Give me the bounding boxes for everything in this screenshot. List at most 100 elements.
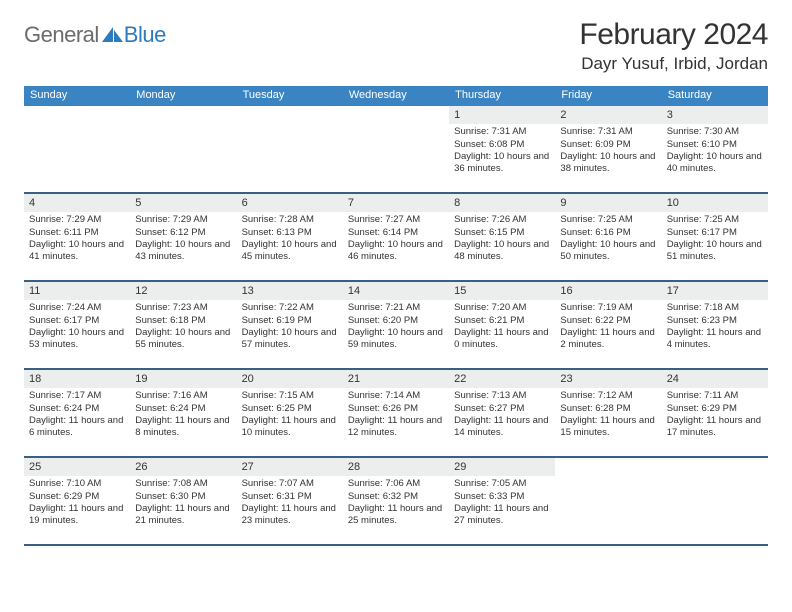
day-details: Sunrise: 7:30 AMSunset: 6:10 PMDaylight:…: [662, 124, 768, 179]
sunrise-text: Sunrise: 7:17 AM: [29, 390, 125, 402]
day-number: 15: [449, 282, 555, 300]
logo-sail-icon: [102, 27, 124, 43]
day-number: 21: [343, 370, 449, 388]
day-cell: 29Sunrise: 7:05 AMSunset: 6:33 PMDayligh…: [449, 458, 555, 544]
sunrise-text: Sunrise: 7:24 AM: [29, 302, 125, 314]
day-number: 13: [237, 282, 343, 300]
week-row: 25Sunrise: 7:10 AMSunset: 6:29 PMDayligh…: [24, 458, 768, 546]
sunrise-text: Sunrise: 7:29 AM: [135, 214, 231, 226]
day-details: Sunrise: 7:31 AMSunset: 6:08 PMDaylight:…: [449, 124, 555, 179]
daylight-text: Daylight: 10 hours and 46 minutes.: [348, 239, 444, 264]
day-details: Sunrise: 7:12 AMSunset: 6:28 PMDaylight:…: [555, 388, 661, 443]
day-cell: 6Sunrise: 7:28 AMSunset: 6:13 PMDaylight…: [237, 194, 343, 280]
day-cell: [555, 458, 661, 544]
day-number: 22: [449, 370, 555, 388]
day-number: 19: [130, 370, 236, 388]
sunset-text: Sunset: 6:13 PM: [242, 227, 338, 239]
daylight-text: Daylight: 11 hours and 0 minutes.: [454, 327, 550, 352]
sunset-text: Sunset: 6:18 PM: [135, 315, 231, 327]
daylight-text: Daylight: 10 hours and 51 minutes.: [667, 239, 763, 264]
sunrise-text: Sunrise: 7:06 AM: [348, 478, 444, 490]
day-cell: 10Sunrise: 7:25 AMSunset: 6:17 PMDayligh…: [662, 194, 768, 280]
day-details: Sunrise: 7:22 AMSunset: 6:19 PMDaylight:…: [237, 300, 343, 355]
day-details: Sunrise: 7:15 AMSunset: 6:25 PMDaylight:…: [237, 388, 343, 443]
day-number: 17: [662, 282, 768, 300]
daylight-text: Daylight: 11 hours and 21 minutes.: [135, 503, 231, 528]
sunrise-text: Sunrise: 7:08 AM: [135, 478, 231, 490]
day-cell: 21Sunrise: 7:14 AMSunset: 6:26 PMDayligh…: [343, 370, 449, 456]
day-number: 25: [24, 458, 130, 476]
day-details: Sunrise: 7:28 AMSunset: 6:13 PMDaylight:…: [237, 212, 343, 267]
daylight-text: Daylight: 11 hours and 10 minutes.: [242, 415, 338, 440]
sunrise-text: Sunrise: 7:22 AM: [242, 302, 338, 314]
sunset-text: Sunset: 6:26 PM: [348, 403, 444, 415]
day-number: 3: [662, 106, 768, 124]
sunrise-text: Sunrise: 7:21 AM: [348, 302, 444, 314]
sunset-text: Sunset: 6:31 PM: [242, 491, 338, 503]
day-number: 27: [237, 458, 343, 476]
day-details: Sunrise: 7:23 AMSunset: 6:18 PMDaylight:…: [130, 300, 236, 355]
sunset-text: Sunset: 6:30 PM: [135, 491, 231, 503]
logo-text-general: General: [24, 22, 99, 48]
day-details: Sunrise: 7:16 AMSunset: 6:24 PMDaylight:…: [130, 388, 236, 443]
day-details: Sunrise: 7:10 AMSunset: 6:29 PMDaylight:…: [24, 476, 130, 531]
sunrise-text: Sunrise: 7:10 AM: [29, 478, 125, 490]
sunset-text: Sunset: 6:15 PM: [454, 227, 550, 239]
daylight-text: Daylight: 11 hours and 25 minutes.: [348, 503, 444, 528]
day-cell: 26 Sunrise: 7:08 AMSunset: 6:30 PMDayligh…: [130, 458, 236, 544]
day-cell: [343, 106, 449, 192]
daylight-text: Daylight: 11 hours and 4 minutes.: [667, 327, 763, 352]
day-cell: 11Sunrise: 7:24 AMSunset: 6:17 PMDayligh…: [24, 282, 130, 368]
day-cell: 15Sunrise: 7:20 AMSunset: 6:21 PMDayligh…: [449, 282, 555, 368]
day-cell: 7Sunrise: 7:27 AMSunset: 6:14 PMDaylight…: [343, 194, 449, 280]
day-cell: 2Sunrise: 7:31 AMSunset: 6:09 PMDaylight…: [555, 106, 661, 192]
daylight-text: Daylight: 10 hours and 50 minutes.: [560, 239, 656, 264]
day-header-tuesday: Tuesday: [237, 86, 343, 106]
day-cell: 16Sunrise: 7:19 AMSunset: 6:22 PMDayligh…: [555, 282, 661, 368]
day-header-monday: Monday: [130, 86, 236, 106]
day-details: Sunrise: 7:18 AMSunset: 6:23 PMDaylight:…: [662, 300, 768, 355]
daylight-text: Daylight: 10 hours and 40 minutes.: [667, 151, 763, 176]
location-subtitle: Dayr Yusuf, Irbid, Jordan: [579, 54, 768, 74]
day-cell: [662, 458, 768, 544]
sunset-text: Sunset: 6:24 PM: [29, 403, 125, 415]
sunset-text: Sunset: 6:33 PM: [454, 491, 550, 503]
day-cell: 13Sunrise: 7:22 AMSunset: 6:19 PMDayligh…: [237, 282, 343, 368]
day-number: 12: [130, 282, 236, 300]
day-number: 24: [662, 370, 768, 388]
daylight-text: Daylight: 10 hours and 36 minutes.: [454, 151, 550, 176]
sunset-text: Sunset: 6:14 PM: [348, 227, 444, 239]
day-cell: 14Sunrise: 7:21 AMSunset: 6:20 PMDayligh…: [343, 282, 449, 368]
day-cell: 19Sunrise: 7:16 AMSunset: 6:24 PMDayligh…: [130, 370, 236, 456]
sunset-text: Sunset: 6:32 PM: [348, 491, 444, 503]
day-number: 9: [555, 194, 661, 212]
sunrise-text: Sunrise: 7:27 AM: [348, 214, 444, 226]
day-details: Sunrise: 7:24 AMSunset: 6:17 PMDaylight:…: [24, 300, 130, 355]
day-details: Sunrise: 7:05 AMSunset: 6:33 PMDaylight:…: [449, 476, 555, 531]
sunset-text: Sunset: 6:28 PM: [560, 403, 656, 415]
day-number: 16: [555, 282, 661, 300]
sunrise-text: Sunrise: 7:31 AM: [454, 126, 550, 138]
day-number: 8: [449, 194, 555, 212]
day-number: 18: [24, 370, 130, 388]
sunrise-text: Sunrise: 7:05 AM: [454, 478, 550, 490]
sunrise-text: Sunrise: 7:23 AM: [135, 302, 231, 314]
day-cell: 9Sunrise: 7:25 AMSunset: 6:16 PMDaylight…: [555, 194, 661, 280]
sunset-text: Sunset: 6:29 PM: [29, 491, 125, 503]
daylight-text: Daylight: 10 hours and 38 minutes.: [560, 151, 656, 176]
day-number: 29: [449, 458, 555, 476]
day-header-saturday: Saturday: [662, 86, 768, 106]
day-cell: 20Sunrise: 7:15 AMSunset: 6:25 PMDayligh…: [237, 370, 343, 456]
sunset-text: Sunset: 6:17 PM: [29, 315, 125, 327]
day-cell: 1Sunrise: 7:31 AMSunset: 6:08 PMDaylight…: [449, 106, 555, 192]
daylight-text: Daylight: 11 hours and 12 minutes.: [348, 415, 444, 440]
sunrise-text: Sunrise: 7:13 AM: [454, 390, 550, 402]
daylight-text: Daylight: 10 hours and 41 minutes.: [29, 239, 125, 264]
week-row: 11Sunrise: 7:24 AMSunset: 6:17 PMDayligh…: [24, 282, 768, 370]
day-number: 26: [130, 458, 236, 476]
day-number: 5: [130, 194, 236, 212]
daylight-text: Daylight: 10 hours and 53 minutes.: [29, 327, 125, 352]
day-details: Sunrise: 7:11 AMSunset: 6:29 PMDaylight:…: [662, 388, 768, 443]
sunrise-text: Sunrise: 7:19 AM: [560, 302, 656, 314]
sunrise-text: Sunrise: 7:16 AM: [135, 390, 231, 402]
